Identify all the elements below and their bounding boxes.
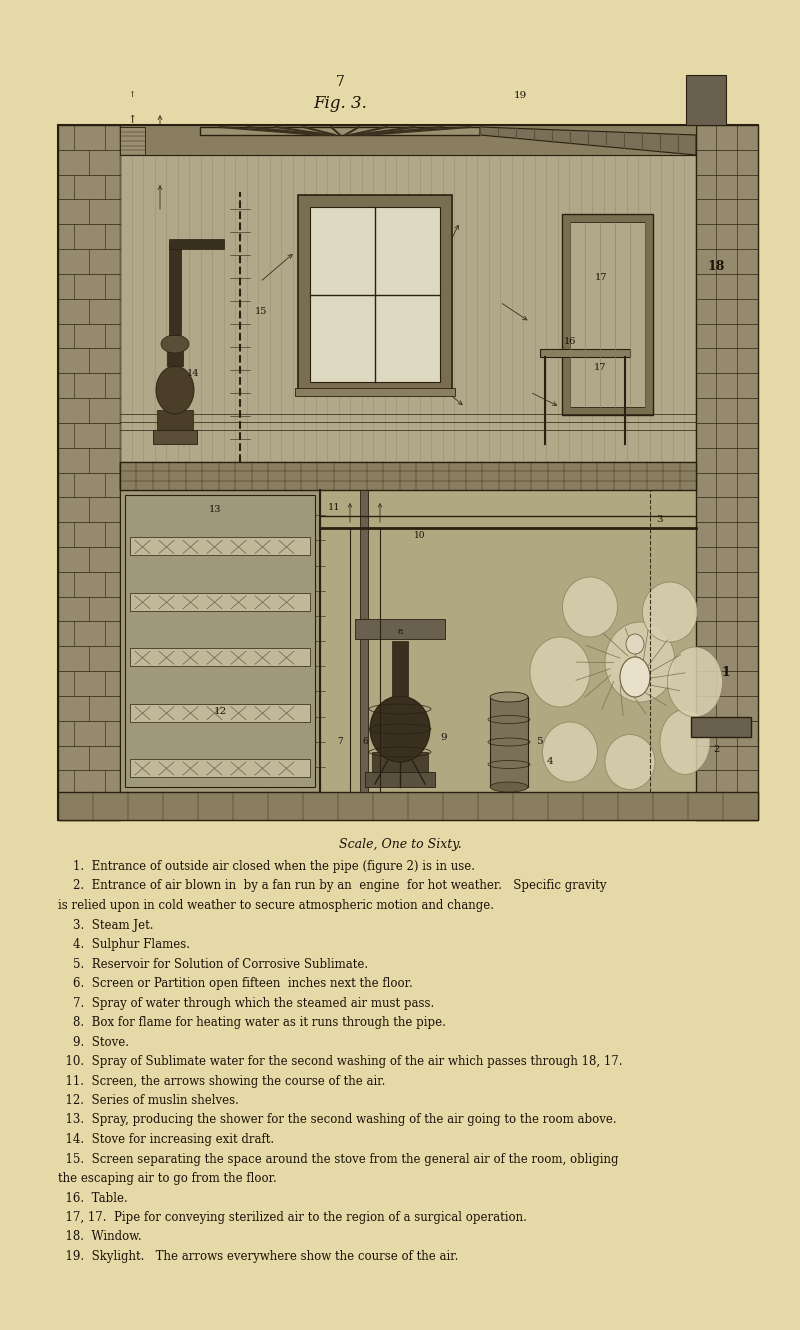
Bar: [169, 239, 224, 249]
Text: 9.  Stove.: 9. Stove.: [58, 1036, 129, 1048]
Bar: [200, 126, 480, 136]
Ellipse shape: [660, 709, 710, 774]
Text: 17: 17: [594, 273, 607, 282]
Bar: [130, 648, 310, 666]
Text: 13: 13: [209, 505, 222, 515]
Text: 6.  Screen or Partition open fifteen  inches next the floor.: 6. Screen or Partition open fifteen inch…: [58, 978, 413, 990]
Bar: [167, 348, 183, 366]
Text: 1.  Entrance of outside air closed when the pipe (figure 2) is in use.: 1. Entrance of outside air closed when t…: [58, 861, 475, 872]
Ellipse shape: [156, 366, 194, 414]
Text: 16.  Table.: 16. Table.: [58, 1192, 128, 1205]
Text: 7.  Spray of water through which the steamed air must pass.: 7. Spray of water through which the stea…: [58, 996, 434, 1009]
Ellipse shape: [626, 634, 644, 654]
Text: 14: 14: [187, 370, 199, 379]
Text: 17: 17: [594, 363, 606, 371]
Bar: [120, 489, 320, 791]
Ellipse shape: [667, 646, 722, 717]
Bar: [360, 489, 368, 791]
Bar: [310, 207, 440, 382]
Bar: [120, 462, 696, 489]
Text: the escaping air to go from the floor.: the escaping air to go from the floor.: [58, 1172, 277, 1185]
Bar: [130, 537, 310, 556]
Bar: [130, 759, 310, 777]
Text: 18.  Window.: 18. Window.: [58, 1230, 142, 1244]
Bar: [696, 125, 758, 821]
Bar: [120, 126, 145, 156]
Bar: [58, 125, 758, 821]
Bar: [392, 641, 408, 696]
Bar: [365, 771, 435, 787]
Text: 4: 4: [546, 758, 554, 766]
Bar: [372, 751, 428, 771]
Text: 19: 19: [514, 90, 526, 100]
Bar: [540, 348, 630, 356]
Bar: [120, 156, 696, 462]
Text: 15: 15: [255, 307, 267, 317]
Ellipse shape: [490, 692, 528, 702]
Text: 7: 7: [335, 74, 345, 89]
Ellipse shape: [562, 577, 618, 637]
Ellipse shape: [490, 782, 528, 791]
Ellipse shape: [530, 637, 590, 708]
Bar: [686, 74, 726, 125]
Text: 17, 17.  Pipe for conveying sterilized air to the region of a surgical operation: 17, 17. Pipe for conveying sterilized ai…: [58, 1212, 527, 1224]
Text: 14.  Stove for increasing exit draft.: 14. Stove for increasing exit draft.: [58, 1133, 274, 1146]
Text: 12: 12: [214, 708, 226, 717]
Text: 18: 18: [707, 261, 725, 274]
Ellipse shape: [370, 696, 430, 762]
Bar: [490, 697, 528, 787]
Text: 7: 7: [337, 738, 343, 746]
Text: 2.  Entrance of air blown in  by a fan run by an  engine  for hot weather.   Spe: 2. Entrance of air blown in by a fan run…: [58, 879, 606, 892]
Text: 10: 10: [414, 531, 426, 540]
Bar: [570, 222, 645, 407]
Bar: [169, 245, 181, 335]
Bar: [691, 717, 751, 737]
Text: 19.  Skylight.   The arrows everywhere show the course of the air.: 19. Skylight. The arrows everywhere show…: [58, 1250, 458, 1263]
Bar: [298, 196, 452, 392]
Text: 12.  Series of muslin shelves.: 12. Series of muslin shelves.: [58, 1095, 239, 1107]
Bar: [125, 495, 315, 787]
Ellipse shape: [642, 583, 698, 642]
Text: 1: 1: [722, 665, 730, 678]
Bar: [153, 430, 197, 444]
Text: 11: 11: [328, 504, 341, 512]
Text: 5.  Reservoir for Solution of Corrosive Sublimate.: 5. Reservoir for Solution of Corrosive S…: [58, 958, 368, 971]
Ellipse shape: [620, 657, 650, 697]
Text: 16: 16: [564, 338, 576, 347]
Text: ↑: ↑: [127, 114, 137, 125]
Bar: [120, 489, 696, 791]
Text: 8.  Box for flame for heating water as it runs through the pipe.: 8. Box for flame for heating water as it…: [58, 1016, 446, 1029]
Text: 8: 8: [398, 628, 402, 636]
Text: ↑: ↑: [129, 90, 135, 98]
Bar: [58, 791, 758, 821]
Text: 5: 5: [536, 738, 542, 746]
Bar: [562, 214, 653, 415]
Ellipse shape: [605, 734, 655, 790]
Bar: [120, 125, 696, 156]
Text: 6: 6: [362, 738, 368, 746]
Text: Fig. 3.: Fig. 3.: [313, 96, 367, 113]
Text: 13.  Spray, producing the shower for the second washing of the air going to the : 13. Spray, producing the shower for the …: [58, 1113, 617, 1127]
Text: 10.  Spray of Sublimate water for the second washing of the air which passes thr: 10. Spray of Sublimate water for the sec…: [58, 1055, 622, 1068]
Bar: [130, 593, 310, 610]
Bar: [295, 388, 455, 396]
Text: Scale, One to Sixty.: Scale, One to Sixty.: [338, 838, 462, 851]
Polygon shape: [480, 126, 696, 156]
Ellipse shape: [161, 335, 189, 352]
Text: 9: 9: [440, 733, 446, 742]
Text: 4.  Sulphur Flames.: 4. Sulphur Flames.: [58, 938, 190, 951]
Text: 15.  Screen separating the space around the stove from the general air of the ro: 15. Screen separating the space around t…: [58, 1153, 618, 1165]
Ellipse shape: [605, 622, 675, 702]
Text: 2: 2: [713, 746, 719, 754]
Bar: [58, 125, 120, 821]
Text: is relied upon in cold weather to secure atmospheric motion and change.: is relied upon in cold weather to secure…: [58, 899, 494, 912]
Text: 3.  Steam Jet.: 3. Steam Jet.: [58, 919, 154, 931]
Text: 3: 3: [657, 516, 663, 524]
Bar: [130, 704, 310, 722]
Ellipse shape: [542, 722, 598, 782]
Bar: [355, 618, 445, 638]
Bar: [157, 410, 193, 430]
Text: 11.  Screen, the arrows showing the course of the air.: 11. Screen, the arrows showing the cours…: [58, 1075, 386, 1088]
